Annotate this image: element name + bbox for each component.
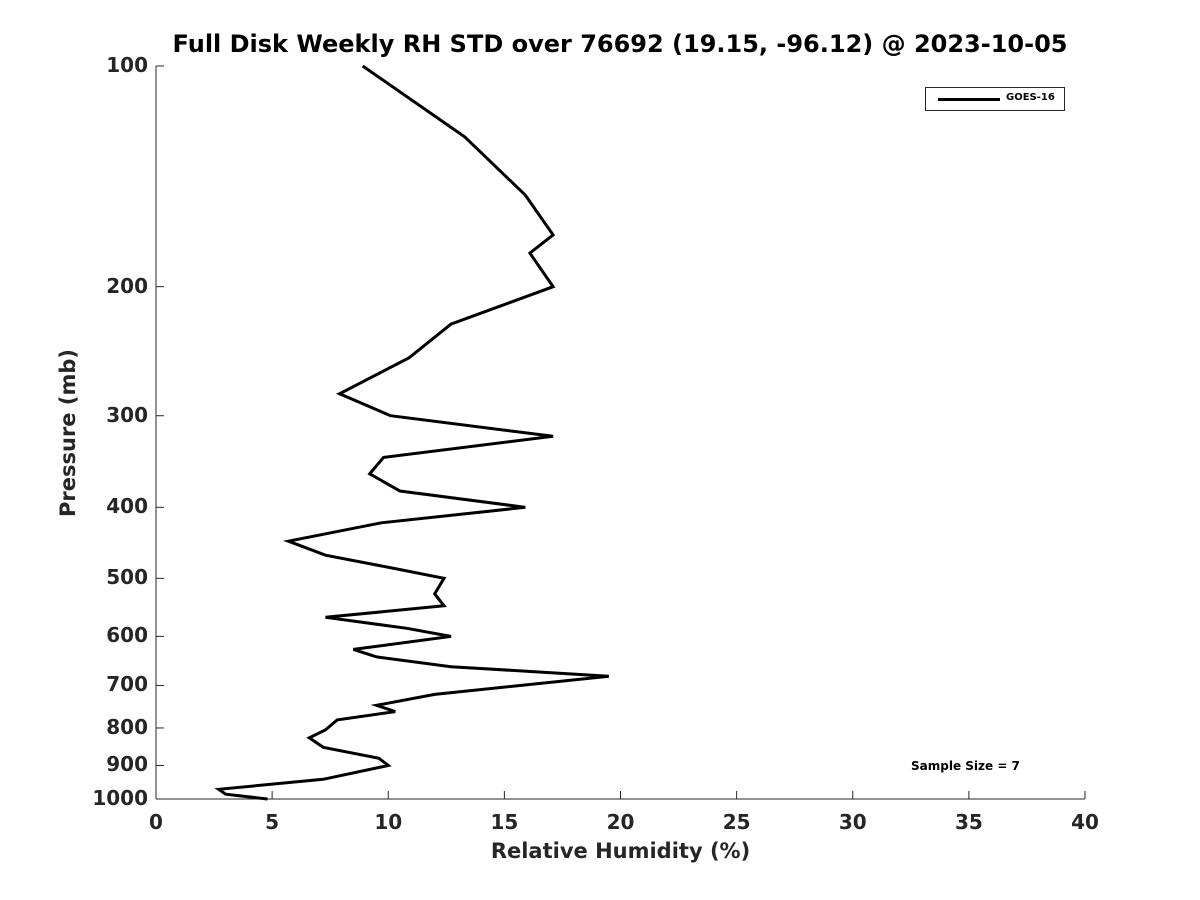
y-tick-label-900: 900 [106,752,148,777]
x-tick-label-30: 30 [838,810,867,834]
y-tick-label-300: 300 [106,402,148,427]
x-tick-label-10: 10 [374,810,403,834]
y-tick-label-200: 200 [106,273,148,298]
x-tick-label-35: 35 [954,810,983,834]
y-tick-label-1000: 1000 [92,786,148,810]
series-line-0 [214,64,610,801]
y-axis-label: Pressure (mb) [56,349,80,517]
x-tick-label-15: 15 [490,810,519,834]
x-tick-label-5: 5 [265,810,280,834]
x-tick-label-25: 25 [722,810,751,834]
x-axis-label: Relative Humidity (%) [490,839,751,863]
x-tick-label-40: 40 [1071,810,1099,834]
y-tick-label-600: 600 [106,623,148,648]
legend: GOES-16 [925,87,1065,111]
chart-title: Full Disk Weekly RH STD over 76692 (19.1… [172,30,1068,58]
x-tick-label-20: 20 [606,810,635,834]
y-tick-label-800: 800 [106,714,148,739]
legend-label-goes-16: GOES-16 [1006,92,1055,103]
y-tick-label-500: 500 [106,565,148,590]
axes [155,65,1086,800]
x-tick-label-0: 0 [149,810,163,834]
y-tick-label-400: 400 [106,494,148,519]
y-tick-label-700: 700 [106,672,148,697]
legend-swatch-goes-16 [938,98,1000,101]
y-tick-label-100: 100 [106,53,148,77]
sample-size-annotation: Sample Size = 7 [911,759,1020,773]
series-layer [214,64,610,801]
